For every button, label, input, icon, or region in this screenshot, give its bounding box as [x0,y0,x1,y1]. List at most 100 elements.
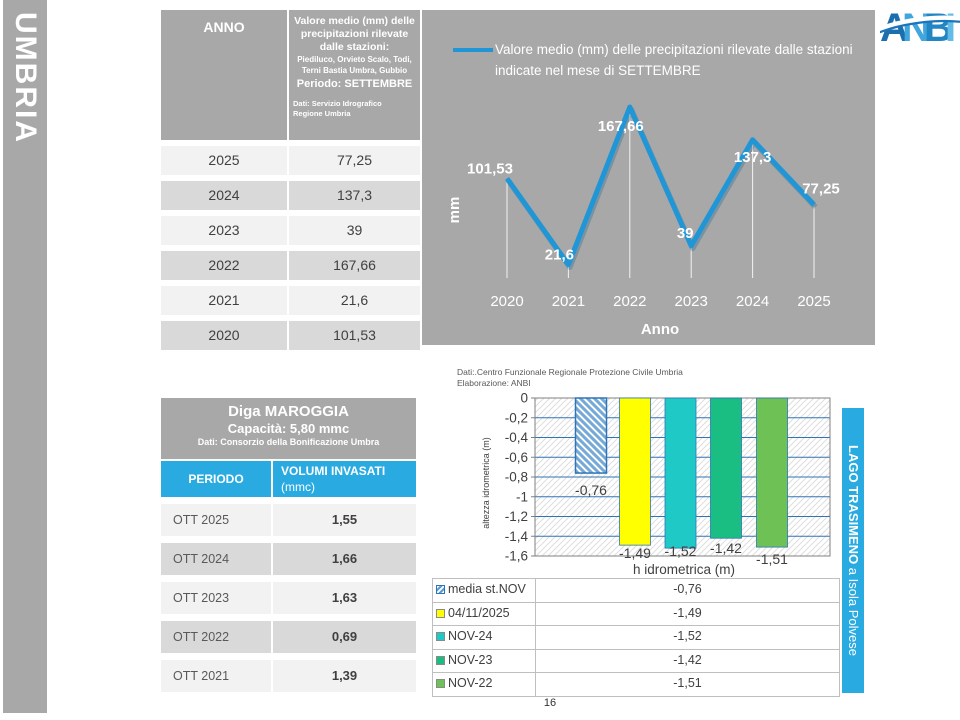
dam-source: Dati: Consorzio della Bonificazione Umbr… [197,437,380,447]
valore-cell: 21,6 [289,286,420,315]
periodo-column-header: PERIODO [161,461,271,497]
bar [756,397,788,548]
table-row: OTT 2023 1,63 [161,582,416,614]
precipitation-line-chart: 101,53 21,6 167,66 39 137,3 77,25 2020 2021 2022… [467,104,840,338]
volumi-header-main: VOLUMI INVASATI [281,464,386,478]
table-row: 2025 77,25 [161,146,420,175]
y-tick-label: -0,8 [505,470,528,485]
region-sidebar [3,0,47,713]
periodo-cell: OTT 2021 [161,660,271,692]
legend-value-cell: -0,76 [535,579,839,602]
bar-data-label: -0,76 [575,482,607,498]
x-tick-label: 2021 [552,293,585,310]
anno-cell: 2022 [161,251,287,280]
region-title: UMBRIA [9,12,42,144]
legend-series-name: media st.NOV [448,582,526,596]
legend-value-cell: -1,52 [535,626,839,649]
volume-cell: 1,39 [273,660,416,692]
y-tick-label: -1,2 [505,509,528,524]
volumi-header-unit: (mmc) [281,479,315,494]
legend-label-cell: media st.NOV [433,579,535,602]
anno-cell: 2024 [161,181,287,210]
legend-swatch-icon [436,679,445,688]
legend-line-icon [453,48,493,52]
value-header-stations: Piediluco, Orvieto Scalo, Todi, Terni Ba… [297,55,412,75]
legend-row: 04/11/2025 -1,49 [433,602,839,626]
bar-media-st-nov [574,397,608,474]
valore-cell: 137,3 [289,181,420,210]
legend-label-cell: NOV-24 [433,626,535,649]
volumi-column-header: VOLUMI INVASATI (mmc) [273,461,416,497]
x-tick-label: 2025 [797,293,830,310]
value-header-period: Periodo: SETTEMBRE [296,78,413,91]
valore-cell: 101,53 [289,321,420,350]
y-tick-label: -0,2 [505,410,528,425]
x-tick-label: 2020 [490,293,523,310]
lake-banner [842,408,864,693]
periodo-cell: OTT 2024 [161,543,271,575]
dam-title: Diga MAROGGIA [228,403,349,420]
anno-cell: 2021 [161,286,287,315]
chart-legend: Valore medio (mm) delle precipitazioni r… [453,40,853,82]
legend-row: NOV-24 -1,52 [433,626,839,650]
page-number: 16 [543,697,557,709]
legend-value-cell: -1,49 [535,602,839,625]
volume-cell: 0,69 [273,621,416,653]
value-column-header: Valore medio (mm) delle precipitazioni r… [289,10,420,140]
bar [619,397,651,546]
dam-table-header: Diga MAROGGIA Capacità: 5,80 mmc Dati: C… [161,398,416,459]
value-header-source: Dati: Servizio Idrografico Regione Umbri… [293,99,416,119]
lake-location: a Isola Polvese [846,564,861,656]
valore-cell: 77,25 [289,146,420,175]
value-header-title: Valore medio (mm) delle precipitazioni r… [294,15,415,54]
legend-value-cell: -1,42 [535,649,839,672]
table-row: 2024 137,3 [161,181,420,210]
bar-data-label: -1,52 [665,543,697,559]
legend-label-cell: NOV-22 [433,673,535,696]
logo-swoosh-blue [880,19,960,34]
bar-source-line2: Elaborazione: ANBI [457,378,531,389]
anno-cell: 2025 [161,146,287,175]
data-label: 21,6 [545,247,574,264]
valore-cell: 167,66 [289,251,420,280]
periodo-cell: OTT 2022 [161,621,271,653]
table-row: 2021 21,6 [161,286,420,315]
legend-swatch-icon [436,585,445,594]
data-label: 101,53 [467,160,513,177]
logo-letter: B [924,6,953,50]
dam-table-body: OTT 2025 1,55 OTT 2024 1,66 OTT 2023 1,63 OTT … [161,504,416,692]
bar-source-line1: Dati:.Centro Funzionale Regionale Protez… [457,367,683,377]
periodo-cell: OTT 2025 [161,504,271,536]
legend-series-name: NOV-22 [448,676,493,690]
precipitation-table-body: 2025 77,25 2024 137,3 2023 39 2022 167,66 2021 21… [161,146,420,350]
bar-y-axis-title: altezza idrometrica (m) [481,437,491,529]
legend-swatch-icon [436,608,445,618]
volume-cell: 1,63 [273,582,416,614]
volume-cell: 1,66 [273,543,416,575]
y-tick-label: -1,6 [505,549,528,564]
table-row: OTT 2024 1,66 [161,543,416,575]
legend-row: NOV-22 -1,51 [433,673,839,696]
periodo-cell: OTT 2023 [161,582,271,614]
legend-swatch-icon [436,655,445,665]
table-row: 2020 101,53 [161,321,420,350]
table-row: 2022 167,66 [161,251,420,280]
bar-chart-source: Dati:.Centro Funzionale Regionale Protez… [457,367,683,389]
table-row: 2023 39 [161,216,420,245]
legend-row: NOV-23 -1,42 [433,649,839,673]
precipitation-table-header: ANNO Valore medio (mm) delle precipitazi… [161,10,420,140]
x-axis-title: Anno [641,321,679,338]
x-tick-label: 2023 [675,293,708,310]
data-label: 167,66 [598,118,644,135]
x-tick-label: 2022 [613,293,646,310]
logo-letter: I [945,6,956,50]
lake-level-bar-chart: 0 -0,2 -0,4 -0,6 -0,8 -1 -1,2 -1,4 -1,6 -0,76 -1,4… [505,391,831,577]
bar [664,397,697,549]
anno-cell: 2023 [161,216,287,245]
dam-columns-header: PERIODO VOLUMI INVASATI (mmc) [161,461,416,497]
logo-letter: N [902,6,931,50]
legend-value-cell: -1,51 [535,673,839,696]
legend-label-cell: NOV-23 [433,650,535,673]
bar [710,397,742,539]
